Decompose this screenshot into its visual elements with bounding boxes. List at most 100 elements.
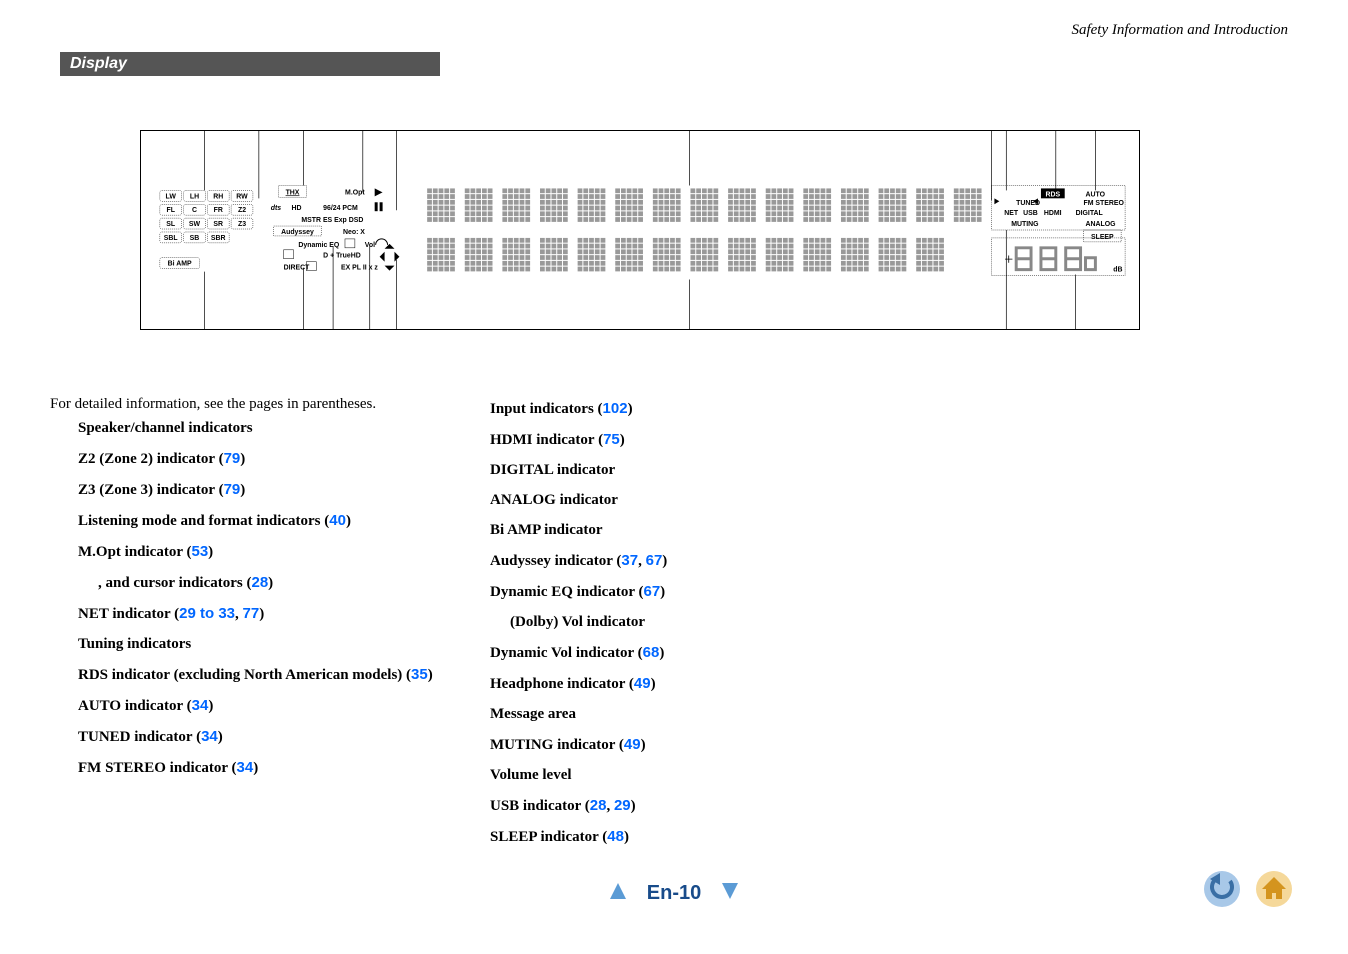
svg-text:96/24 PCM: 96/24 PCM [323, 205, 358, 212]
indicator-item: Headphone indicator (49) [490, 673, 890, 695]
indicator-item: DIGITAL indicator [490, 460, 890, 481]
svg-text:SL: SL [166, 221, 176, 228]
svg-text:THX: THX [286, 189, 300, 196]
svg-text:dts: dts [271, 205, 282, 212]
indicator-item: Tuning indicators [78, 634, 478, 655]
svg-text:AUTO: AUTO [1086, 191, 1106, 198]
svg-text:dB: dB [1113, 267, 1122, 274]
indicator-item: ANALOG indicator [490, 490, 890, 511]
indicator-item: Dynamic EQ indicator (67) [490, 581, 890, 603]
svg-text:FM STEREO: FM STEREO [1084, 200, 1125, 207]
svg-text:EX PL II x z: EX PL II x z [341, 265, 378, 272]
svg-text:LH: LH [190, 193, 199, 200]
page-ref-link[interactable]: 35 [411, 666, 428, 683]
section-title: Display [60, 52, 440, 76]
svg-text:ANALOG: ANALOG [1086, 221, 1116, 228]
page-ref-link[interactable]: 102 [603, 400, 628, 417]
page-ref-link[interactable]: 34 [192, 697, 209, 714]
indicator-item: Message area [490, 704, 890, 725]
page-ref-link[interactable]: 34 [237, 759, 254, 776]
page-ref-link[interactable]: 53 [191, 543, 208, 560]
svg-text:M.Opt: M.Opt [345, 189, 365, 196]
page-ref-link[interactable]: 40 [329, 512, 346, 529]
svg-text:Dynamic EQ: Dynamic EQ [298, 242, 339, 249]
indicator-item: HDMI indicator (75) [490, 429, 890, 451]
svg-text:NET: NET [1004, 210, 1019, 217]
indicator-item: Z2 (Zone 2) indicator (79) [78, 448, 478, 470]
svg-text:Bi AMP: Bi AMP [168, 261, 192, 268]
home-icon[interactable] [1254, 869, 1294, 914]
page-ref-link[interactable]: 28 [590, 797, 607, 814]
indicator-item: Volume level [490, 765, 890, 786]
page-ref-link[interactable]: 37 [621, 552, 638, 569]
svg-text:LW: LW [166, 193, 177, 200]
page-ref-link[interactable]: 29 [614, 797, 631, 814]
indicator-item: M.Opt indicator (53) [78, 541, 478, 563]
svg-text:RDS: RDS [1046, 191, 1061, 198]
page-ref-link[interactable]: 75 [603, 431, 620, 448]
next-page-arrow[interactable] [720, 881, 740, 906]
indicator-item: SLEEP indicator (48) [490, 826, 890, 848]
breadcrumb: Safety Information and Introduction [1071, 22, 1288, 39]
page-ref-link[interactable]: 68 [643, 644, 660, 661]
svg-text:HDMI: HDMI [1044, 210, 1062, 217]
svg-text:Audyssey: Audyssey [281, 229, 314, 236]
indicator-item: Audyssey indicator (37, 67) [490, 550, 890, 572]
svg-text:C: C [192, 207, 197, 214]
page-ref-link[interactable]: 29 to 33 [179, 605, 235, 622]
indicator-item: AUTO indicator (34) [78, 695, 478, 717]
bottom-icons [1198, 869, 1298, 914]
svg-text:MSTR ES Exp DSD: MSTR ES Exp DSD [301, 217, 363, 224]
page-ref-link[interactable]: 49 [624, 736, 641, 753]
indicator-item: USB indicator (28, 29) [490, 795, 890, 817]
svg-text:DIGITAL: DIGITAL [1076, 210, 1104, 217]
page-ref-link[interactable]: 28 [251, 574, 268, 591]
svg-text:USB: USB [1023, 210, 1038, 217]
indicator-item: Input indicators (102) [490, 398, 890, 420]
svg-text:MUTING: MUTING [1011, 221, 1038, 228]
svg-text:HD: HD [292, 205, 302, 212]
column-2: Input indicators (102) HDMI indicator (75… [490, 398, 890, 857]
page-ref-link[interactable]: 49 [634, 675, 651, 692]
back-icon[interactable] [1202, 869, 1242, 914]
indicator-item: NET indicator (29 to 33, 77) [78, 603, 478, 625]
svg-text:RW: RW [236, 193, 248, 200]
speaker-boxes [160, 190, 253, 268]
svg-text:SLEEP: SLEEP [1091, 234, 1114, 241]
svg-text:D + TrueHD: D + TrueHD [323, 253, 361, 260]
svg-text:FL: FL [167, 207, 176, 214]
svg-text:RH: RH [213, 193, 223, 200]
intro-text: For detailed information, see the pages … [50, 396, 376, 413]
footer: En-10 [0, 881, 1348, 906]
svg-text:SR: SR [213, 221, 223, 228]
indicator-item: MUTING indicator (49) [490, 734, 890, 756]
svg-text:Z2: Z2 [238, 207, 246, 214]
indicator-item: Z3 (Zone 3) indicator (79) [78, 479, 478, 501]
svg-text:SBR: SBR [211, 235, 226, 242]
column-1: Speaker/channel indicators Z2 (Zone 2) in… [78, 418, 478, 788]
page-ref-link[interactable]: 79 [224, 450, 241, 467]
svg-text:+: + [1004, 252, 1013, 269]
page-ref-link[interactable]: 67 [643, 583, 660, 600]
indicator-item: Speaker/channel indicators [78, 418, 478, 439]
svg-text:SBL: SBL [164, 235, 179, 242]
svg-text:Z3: Z3 [238, 221, 246, 228]
indicator-item: , and cursor indicators (28) [78, 572, 478, 594]
indicator-item: TUNED indicator (34) [78, 726, 478, 748]
prev-page-arrow[interactable] [608, 881, 628, 906]
indicator-item: Listening mode and format indicators (40… [78, 510, 478, 532]
indicator-item: (Dolby) Vol indicator [490, 612, 890, 633]
page-number: En-10 [647, 882, 701, 905]
page-ref-link[interactable]: 48 [607, 828, 624, 845]
indicator-item: Bi AMP indicator [490, 520, 890, 541]
svg-text:Neo: X: Neo: X [343, 229, 365, 236]
page-ref-link[interactable]: 34 [201, 728, 218, 745]
svg-text:SW: SW [189, 221, 201, 228]
svg-text:FR: FR [214, 207, 223, 214]
page-ref-link[interactable]: 79 [224, 481, 241, 498]
indicator-item: FM STEREO indicator (34) [78, 757, 478, 779]
page-ref-link[interactable]: 67 [646, 552, 663, 569]
page-ref-link[interactable]: 77 [243, 605, 260, 622]
display-diagram: LWLHRHRW FLCFRZ2 SLSWSRZ3 SBLSBSBR Bi AM… [140, 130, 1140, 330]
indicator-item: RDS indicator (excluding North American … [78, 664, 478, 686]
